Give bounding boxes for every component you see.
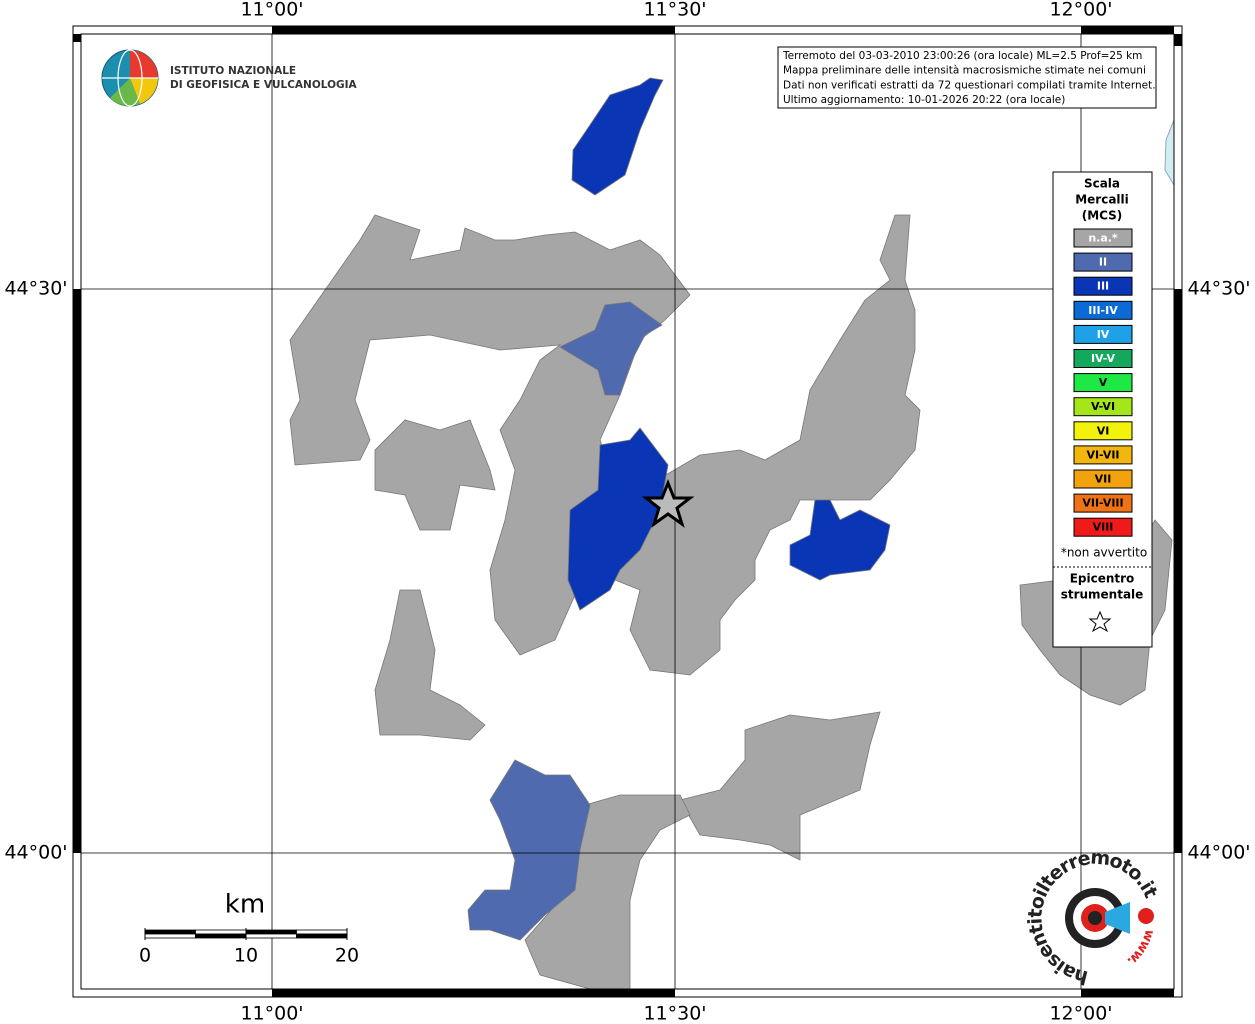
legend-label: IV-V bbox=[1091, 352, 1116, 365]
legend-swatch bbox=[1073, 324, 1133, 344]
legend-label: III bbox=[1097, 280, 1109, 293]
latitude-label: 44°30' bbox=[4, 278, 67, 300]
latitude-label: 44°00' bbox=[1187, 842, 1250, 864]
institute-line: ISTITUTO NAZIONALE bbox=[170, 65, 296, 77]
info-line: Ultimo aggiornamento: 10-01-2026 20:22 (… bbox=[783, 94, 1065, 106]
legend-label: VII bbox=[1095, 473, 1112, 486]
legend-title: (MCS) bbox=[1082, 209, 1123, 223]
legend-swatch bbox=[1073, 276, 1133, 296]
institute-line: DI GEOFISICA E VULCANOLOGIA bbox=[170, 79, 358, 91]
longitude-label: 11°30' bbox=[643, 1003, 706, 1024]
legend-label: n.a.* bbox=[1088, 232, 1118, 245]
longitude-label: 11°30' bbox=[643, 0, 706, 21]
legend-label: V-VI bbox=[1091, 400, 1115, 413]
legend-swatch bbox=[1073, 445, 1133, 465]
legend-epicenter: strumentale bbox=[1061, 588, 1144, 602]
longitude-label: 11°00' bbox=[240, 0, 303, 21]
legend-label: VI bbox=[1097, 424, 1110, 437]
info-box: Terremoto del 03-03-2010 23:00:26 (ora l… bbox=[777, 46, 1157, 109]
info-line: Mappa preliminare delle intensità macros… bbox=[783, 65, 1146, 77]
legend-swatch bbox=[1073, 421, 1133, 441]
scale-segment bbox=[195, 933, 247, 939]
legend-epicenter: Epicentro bbox=[1070, 572, 1135, 586]
info-line: Terremoto del 03-03-2010 23:00:26 (ora l… bbox=[782, 50, 1142, 62]
legend-label: VIII bbox=[1093, 521, 1114, 534]
scale-unit: km bbox=[225, 890, 265, 920]
scale-segment bbox=[245, 929, 297, 935]
legend-swatch bbox=[1073, 493, 1133, 513]
regions bbox=[289, 77, 1175, 990]
legend-swatch bbox=[1073, 252, 1133, 272]
legend-note: *non avvertito bbox=[1061, 546, 1147, 560]
legend-swatch bbox=[1073, 373, 1133, 393]
legend-label: IV bbox=[1097, 328, 1110, 341]
legend-swatch bbox=[1073, 228, 1133, 248]
longitude-label: 11°00' bbox=[240, 1003, 303, 1024]
info-line: Dati non verificati estratti da 72 quest… bbox=[783, 79, 1156, 91]
legend-label: V bbox=[1099, 376, 1108, 389]
axis-labels: 11°00' 11°00' 11°30' 11°30' 12°00' 12°00' 44°3… bbox=[4, 0, 1250, 1024]
scale-segment bbox=[195, 929, 247, 935]
scale-tick-label: 20 bbox=[335, 945, 359, 967]
legend-swatch bbox=[1073, 397, 1133, 417]
legend-swatch bbox=[1073, 469, 1133, 489]
legend: ScalaMercalli(MCS)n.a.*IIIIIIII-IVIVIV-V… bbox=[1052, 171, 1153, 648]
epicenter-star bbox=[641, 478, 695, 528]
scale-bar: km 0 10 20 bbox=[139, 890, 359, 967]
longitude-label: 12°00' bbox=[1049, 0, 1112, 21]
legend-star bbox=[1088, 610, 1112, 633]
scale-tick-label: 10 bbox=[234, 945, 258, 967]
legend-title: Mercalli bbox=[1075, 193, 1129, 207]
legend-swatch bbox=[1073, 517, 1133, 537]
latitude-label: 44°00' bbox=[4, 842, 67, 864]
longitude-label: 12°00' bbox=[1049, 1003, 1112, 1024]
scale-segment bbox=[296, 929, 348, 935]
scale-segment bbox=[144, 929, 196, 935]
scale-segment bbox=[296, 933, 348, 939]
legend-label: II bbox=[1099, 256, 1107, 269]
logo: ISTITUTO NAZIONALE DI GEOFISICA E VULCAN… bbox=[101, 49, 358, 107]
legend-swatch bbox=[1073, 300, 1133, 320]
legend-title: Scala bbox=[1084, 177, 1120, 191]
scale-segment bbox=[245, 933, 297, 939]
scale-tick-label: 0 bbox=[139, 945, 151, 967]
legend-swatch bbox=[1073, 349, 1133, 368]
latitude-label: 44°30' bbox=[1187, 278, 1250, 300]
legend-label: VI-VII bbox=[1086, 448, 1119, 461]
legend-label: III-IV bbox=[1088, 304, 1118, 317]
frame bbox=[72, 25, 1183, 998]
scale-segment bbox=[144, 933, 196, 939]
legend-label: VII-VIII bbox=[1082, 497, 1123, 510]
